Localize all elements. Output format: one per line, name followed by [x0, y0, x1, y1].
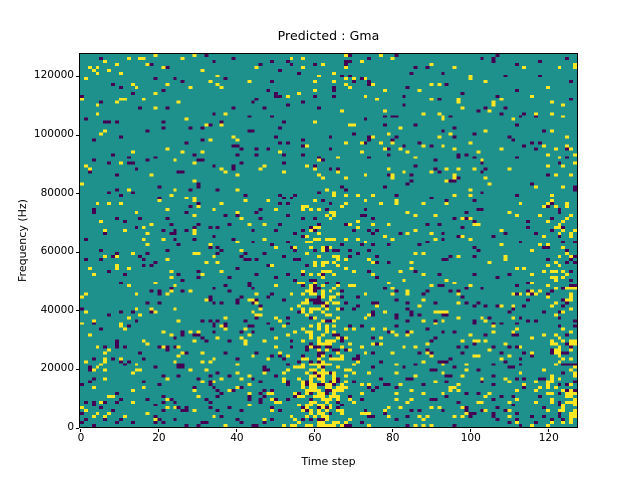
y-tick-mark	[75, 310, 79, 312]
y-tick-mark	[75, 368, 79, 370]
heatmap-axes	[79, 53, 578, 428]
page-title: Predicted : Gma	[277, 28, 380, 43]
x-tick-label: 0	[77, 432, 85, 444]
y-tick-label: 80000	[40, 186, 74, 199]
y-tick-mark	[75, 427, 79, 429]
x-tick-label: 40	[230, 432, 244, 444]
y-tick-label: 0	[67, 421, 74, 433]
y-tick-label: 100000	[33, 128, 74, 141]
x-tick-label: 120	[538, 432, 559, 444]
y-tick-label: 120000	[33, 69, 74, 82]
y-tick-label: 40000	[40, 303, 74, 316]
x-tick-label: 20	[152, 432, 166, 444]
y-tick-mark	[75, 134, 79, 136]
x-tick-mark	[236, 428, 238, 432]
heatmap-canvas	[80, 54, 577, 427]
y-tick-mark	[75, 251, 79, 253]
y-tick-label: 60000	[40, 245, 74, 258]
x-tick-mark	[392, 428, 394, 432]
y-tick-label: 20000	[40, 362, 74, 375]
x-tick-mark	[314, 428, 316, 432]
y-tick-mark	[75, 75, 79, 77]
x-tick-mark	[80, 428, 82, 432]
x-tick-label: 100	[460, 432, 481, 444]
x-tick-mark	[548, 428, 550, 432]
x-tick-label: 60	[308, 432, 322, 444]
y-tick-mark	[75, 193, 79, 195]
x-tick-mark	[470, 428, 472, 432]
x-tick-label: 80	[386, 432, 400, 444]
x-tick-mark	[158, 428, 160, 432]
x-axis-label: Time step	[301, 455, 356, 468]
